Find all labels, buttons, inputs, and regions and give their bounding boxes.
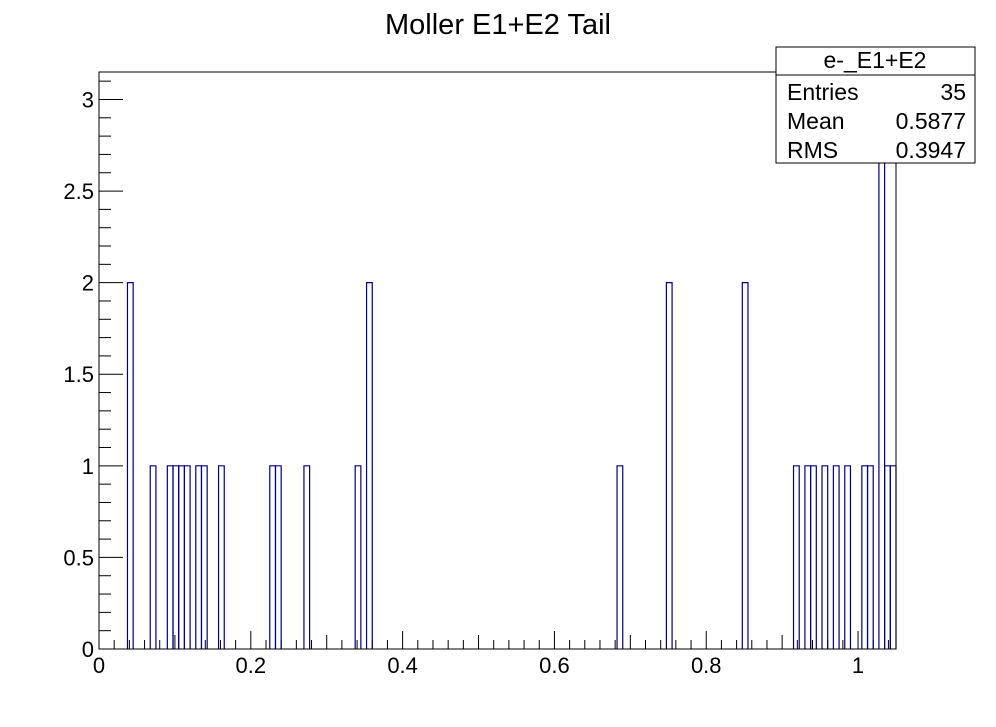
histogram-bin [365, 282, 373, 649]
histogram-series [126, 98, 897, 649]
histogram-bin [200, 465, 208, 649]
y-tick-label: 0 [82, 637, 94, 662]
histogram-bin [741, 282, 749, 649]
x-tick-label: 1 [852, 653, 864, 678]
x-tick-label: 0.2 [236, 653, 267, 678]
histogram-bin [303, 465, 311, 649]
stats-entries-label: Entries [787, 79, 859, 105]
histogram-bin [821, 465, 829, 649]
y-tick-label: 3 [82, 87, 94, 112]
histogram-bin [792, 465, 800, 649]
histogram-bin [832, 465, 840, 649]
stats-mean-value: 0.5877 [896, 108, 966, 134]
histogram-bin [810, 465, 817, 649]
stats-box-frame [775, 46, 976, 164]
histogram-bin [616, 465, 624, 649]
chart-title: Moller E1+E2 Tail [385, 9, 611, 41]
axis-ticks: 0 0.5 1 1.5 2 2.5 3 0 0.2 0.4 0.6 0.8 1 [63, 80, 889, 678]
stats-entries-value: 35 [940, 79, 966, 105]
x-tick-label: 0.4 [387, 653, 418, 678]
histogram-bin [217, 465, 225, 649]
stats-rms-label: RMS [787, 137, 838, 163]
stats-box-name: e-_E1+E2 [824, 47, 927, 73]
histogram-bin [866, 465, 874, 649]
stats-rms-value: 0.3947 [896, 137, 966, 163]
histogram-bin [149, 465, 157, 649]
histogram-bin [126, 282, 134, 649]
y-tick-label: 2.5 [63, 179, 94, 204]
stats-mean-label: Mean [787, 108, 845, 134]
histogram-bin [844, 465, 852, 649]
histogram-bin [354, 465, 362, 649]
x-tick-label: 0.8 [691, 653, 722, 678]
x-tick-label: 0 [93, 653, 105, 678]
x-tick-label: 0.6 [539, 653, 570, 678]
y-tick-label: 1 [82, 454, 94, 479]
stats-box: e-_E1+E2 Entries 35 Mean 0.5877 RMS 0.39… [775, 46, 976, 164]
y-tick-label: 1.5 [63, 362, 94, 387]
histogram-bin [183, 465, 191, 649]
y-tick-label: 0.5 [63, 545, 94, 570]
y-tick-label: 2 [82, 271, 94, 296]
histogram-bin [274, 465, 282, 649]
histogram-bin [665, 282, 673, 649]
plot-frame [98, 71, 897, 650]
